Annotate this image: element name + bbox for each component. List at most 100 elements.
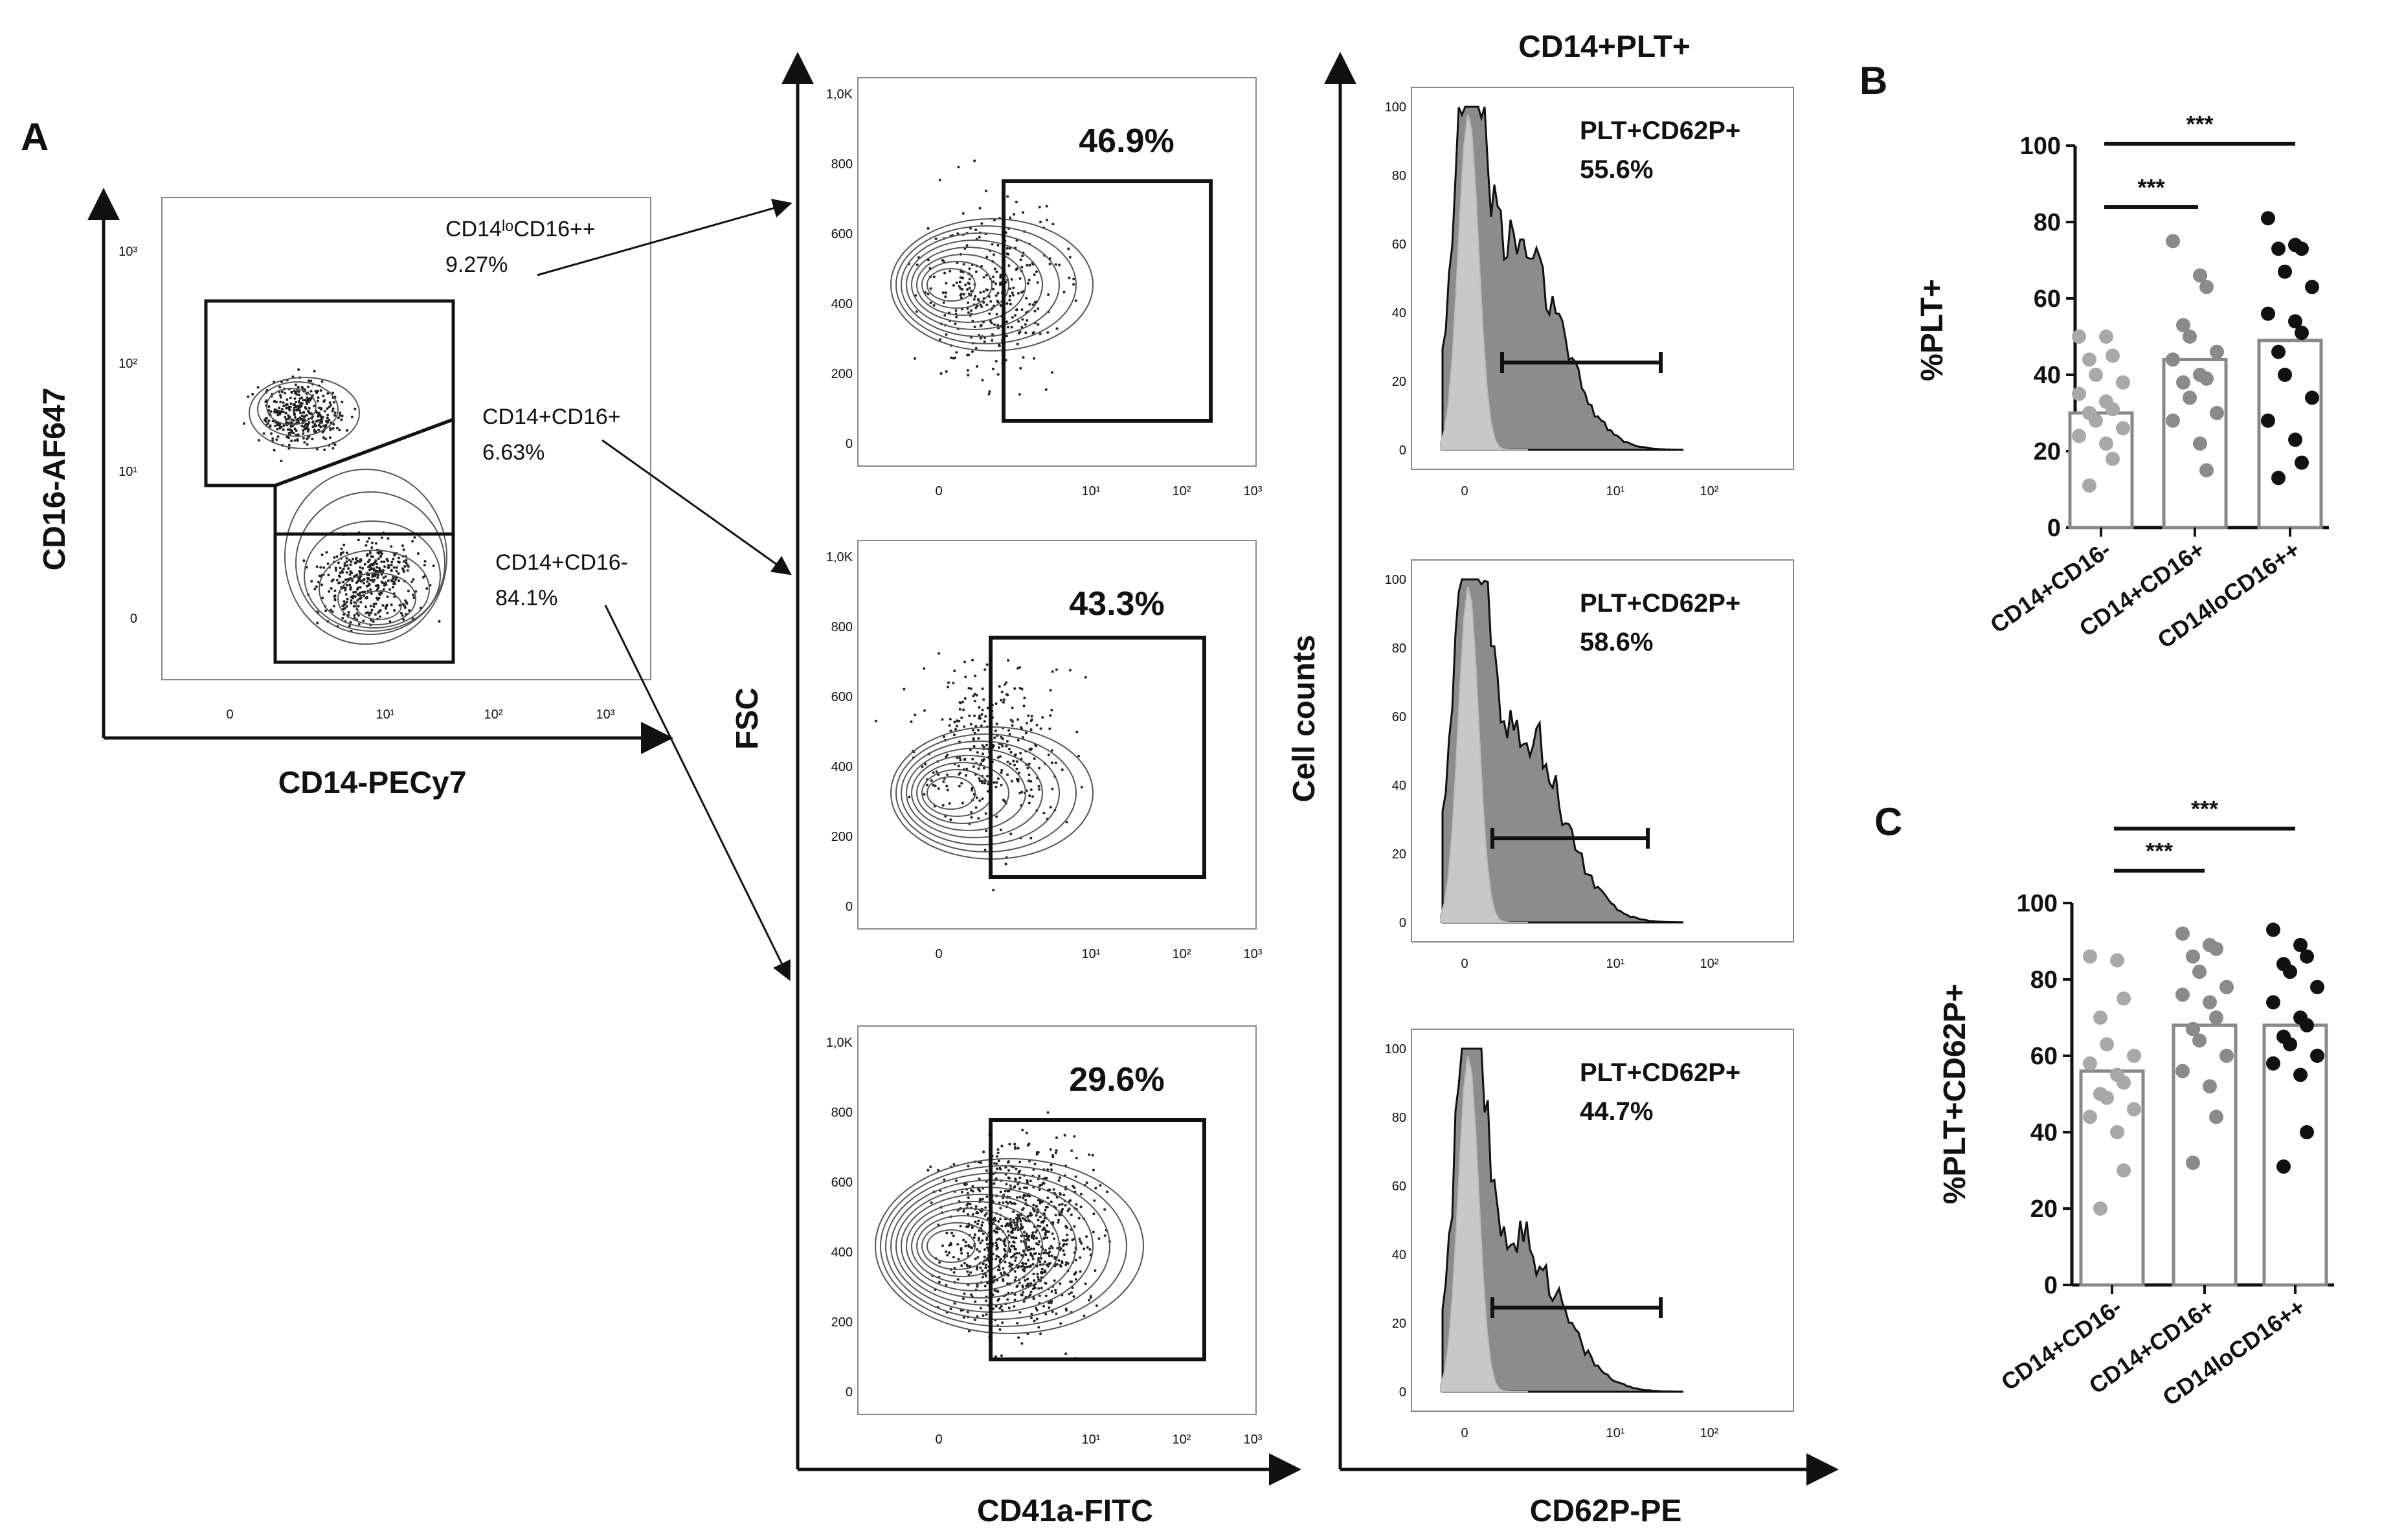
fsc-ytick: 400 bbox=[831, 760, 853, 774]
fsc-ytick: 400 bbox=[831, 297, 853, 311]
gating-dot bbox=[273, 410, 276, 414]
fsc-dot bbox=[999, 276, 1002, 279]
fsc-dot bbox=[921, 765, 924, 768]
fsc-dot bbox=[1030, 1312, 1033, 1315]
fsc-dot bbox=[1013, 1241, 1016, 1244]
fsc-dot bbox=[1074, 1258, 1077, 1262]
fsc-dot bbox=[1018, 1161, 1022, 1164]
fsc-dot bbox=[1027, 779, 1030, 783]
fsc-dot bbox=[981, 708, 984, 711]
hist-header: CD14+PLT+ bbox=[1518, 30, 1691, 64]
hist-ytick: 40 bbox=[1392, 1248, 1406, 1262]
gating-dot bbox=[399, 612, 403, 615]
fsc-dot bbox=[968, 267, 971, 271]
fsc-dot bbox=[980, 222, 983, 225]
gating-dot bbox=[317, 411, 320, 414]
fsc-dot bbox=[984, 1206, 987, 1209]
fsc-dot bbox=[1026, 766, 1029, 770]
fsc-dot bbox=[1038, 788, 1041, 791]
data-point bbox=[2295, 241, 2309, 256]
fsc-dot bbox=[1097, 1237, 1101, 1240]
fsc-dot bbox=[1008, 298, 1011, 302]
gating-dot bbox=[280, 460, 283, 463]
counts-axis-label: Cell counts bbox=[1287, 635, 1321, 803]
fsc-dot bbox=[971, 1226, 974, 1229]
data-point bbox=[2106, 348, 2120, 363]
gating-dot bbox=[378, 593, 381, 596]
hist-xtick: 0 bbox=[1461, 1426, 1468, 1440]
fsc-dot bbox=[1005, 744, 1008, 748]
fsc-dot bbox=[1029, 1252, 1032, 1255]
fsc-dot bbox=[1045, 205, 1048, 208]
fsc-dot bbox=[995, 1238, 998, 1242]
fsc-dot bbox=[1059, 1247, 1062, 1250]
gating-dot bbox=[247, 395, 250, 398]
hist-ytick: 100 bbox=[1385, 100, 1406, 115]
fsc-dot bbox=[999, 281, 1002, 284]
fsc-dot bbox=[916, 263, 919, 267]
data-point bbox=[2295, 455, 2309, 470]
cd41-gate-pct: 46.9% bbox=[1079, 122, 1174, 160]
fsc-dot bbox=[949, 818, 952, 821]
gating-dot bbox=[284, 392, 287, 395]
fsc-dot bbox=[955, 282, 958, 285]
data-point bbox=[2186, 1155, 2200, 1170]
fsc-dot bbox=[961, 700, 964, 704]
data-point bbox=[2209, 1110, 2223, 1124]
gating-dot bbox=[331, 578, 335, 581]
gating-dot bbox=[392, 583, 396, 586]
fsc-contour bbox=[895, 225, 1077, 344]
fsc-dot bbox=[986, 1242, 989, 1245]
fsc-dot bbox=[1079, 1256, 1082, 1259]
data-point bbox=[2305, 390, 2319, 405]
fsc-dot bbox=[965, 1203, 969, 1207]
gating-dot bbox=[331, 610, 334, 614]
fsc-dot bbox=[983, 1284, 987, 1288]
fsc-dot bbox=[1024, 1278, 1027, 1282]
fsc-dot bbox=[958, 708, 961, 711]
hist-xtick: 10² bbox=[1700, 957, 1719, 971]
fsc-dot bbox=[1050, 1244, 1053, 1247]
fsc-dot bbox=[1011, 316, 1014, 319]
fsc-dot bbox=[1031, 1262, 1035, 1266]
fsc-dot bbox=[1022, 1262, 1025, 1266]
fsc-dot bbox=[1006, 302, 1009, 305]
gating-dot bbox=[361, 590, 364, 594]
gating-dot bbox=[340, 547, 343, 550]
gating-dot bbox=[286, 428, 289, 431]
hist-ytick: 0 bbox=[1399, 443, 1406, 458]
fsc-dot bbox=[974, 1300, 977, 1303]
hist-ytick: 0 bbox=[1399, 916, 1406, 930]
gating-dot bbox=[308, 407, 311, 410]
fsc-dot bbox=[1006, 1161, 1009, 1164]
fsc-dot bbox=[1064, 1264, 1068, 1267]
fsc-dot bbox=[1054, 1214, 1057, 1217]
fsc-dot bbox=[964, 1244, 967, 1247]
gating-dot bbox=[341, 551, 344, 554]
fsc-dot bbox=[1031, 1257, 1035, 1260]
fsc-dot bbox=[1075, 1156, 1078, 1159]
gating-dot bbox=[309, 390, 313, 393]
fsc-dot bbox=[1015, 760, 1018, 763]
fsc-dot bbox=[994, 282, 998, 285]
fsc-dot bbox=[1065, 1227, 1068, 1230]
fsc-dot bbox=[1047, 753, 1050, 757]
cd41-gate bbox=[989, 1118, 1206, 1361]
gating-dot bbox=[298, 409, 301, 412]
fsc-dot bbox=[1051, 1154, 1055, 1157]
fsc-dot bbox=[924, 763, 927, 766]
fsc-xtick: 0 bbox=[935, 1433, 942, 1447]
fsc-dot bbox=[984, 1275, 987, 1278]
gating-dot bbox=[332, 423, 335, 426]
gating-dot bbox=[344, 578, 347, 581]
gating-dot bbox=[371, 573, 374, 576]
fsc-dot bbox=[914, 294, 917, 297]
fsc-dot bbox=[1064, 1307, 1068, 1310]
gating-dot bbox=[331, 391, 335, 394]
fsc-dot bbox=[1033, 1284, 1036, 1288]
gating-dot bbox=[401, 544, 404, 547]
fsc-dot bbox=[1021, 1284, 1024, 1288]
gating-dot bbox=[292, 431, 295, 434]
gating-dot bbox=[322, 436, 325, 440]
fsc-dot bbox=[1021, 736, 1024, 739]
